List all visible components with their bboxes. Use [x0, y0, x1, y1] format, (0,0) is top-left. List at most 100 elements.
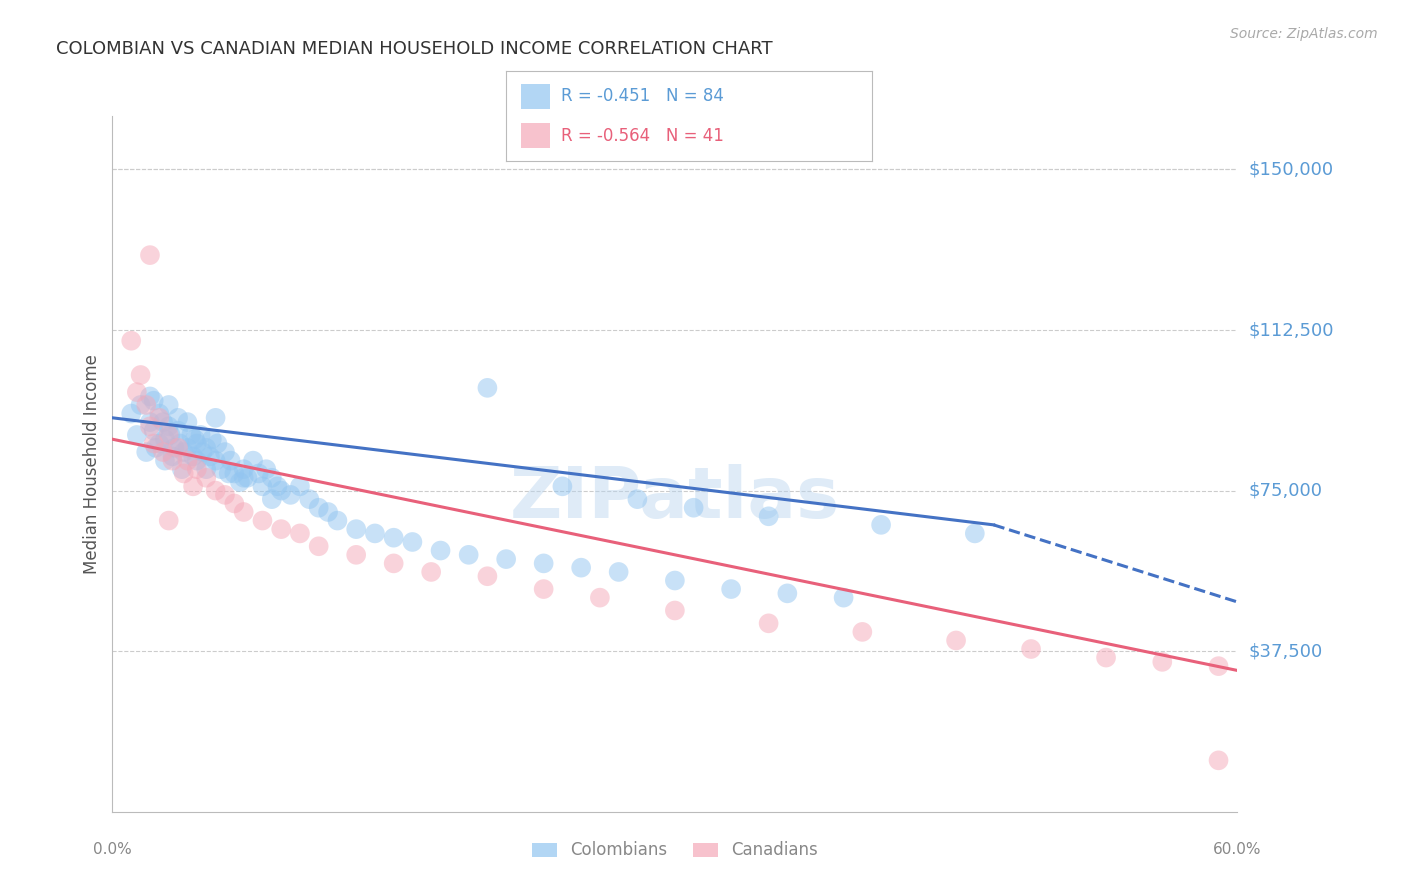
Point	[382, 557, 405, 571]
Point	[758, 509, 780, 524]
Point	[173, 445, 195, 459]
Point	[195, 462, 218, 476]
Point	[186, 462, 208, 476]
Point	[270, 522, 292, 536]
Point	[157, 419, 180, 434]
Text: $75,000: $75,000	[1249, 482, 1323, 500]
Point	[167, 441, 190, 455]
Point	[664, 574, 686, 588]
Point	[1208, 753, 1230, 767]
Point	[129, 398, 152, 412]
Point	[533, 582, 555, 596]
Point	[198, 450, 221, 464]
Point	[148, 410, 170, 425]
Point	[152, 415, 174, 429]
Point	[224, 496, 246, 510]
Point	[125, 385, 148, 400]
Text: 60.0%: 60.0%	[1213, 842, 1261, 857]
Point	[219, 453, 242, 467]
Point	[142, 436, 165, 450]
Point	[229, 475, 252, 489]
Point	[477, 569, 499, 583]
Text: R = -0.564   N = 41: R = -0.564 N = 41	[561, 127, 724, 145]
Point	[162, 453, 184, 467]
Point	[963, 526, 986, 541]
Point	[190, 428, 212, 442]
Point	[607, 565, 630, 579]
Point	[945, 633, 967, 648]
Point	[344, 548, 367, 562]
Point	[232, 462, 254, 476]
Point	[139, 419, 162, 434]
Point	[169, 436, 191, 450]
Point	[152, 445, 174, 459]
Point	[162, 450, 184, 464]
Text: 0.0%: 0.0%	[93, 842, 132, 857]
Point	[153, 432, 176, 446]
Point	[120, 407, 142, 421]
Text: ZIPatlas: ZIPatlas	[510, 464, 839, 533]
Point	[145, 441, 167, 455]
Point	[191, 445, 214, 459]
Bar	[520, 84, 550, 109]
Point	[214, 488, 236, 502]
Point	[551, 479, 574, 493]
Text: $37,500: $37,500	[1249, 642, 1323, 660]
Point	[288, 526, 311, 541]
Point	[167, 424, 190, 438]
Point	[1152, 655, 1174, 669]
Point	[195, 471, 218, 485]
Point	[758, 616, 780, 631]
Point	[260, 471, 283, 485]
Point	[176, 441, 198, 455]
Text: $112,500: $112,500	[1249, 321, 1334, 339]
Point	[159, 428, 181, 442]
Point	[184, 432, 207, 446]
Point	[207, 436, 229, 450]
Point	[242, 453, 264, 467]
Point	[232, 505, 254, 519]
Point	[209, 462, 232, 476]
Point	[270, 483, 292, 498]
Point	[288, 479, 311, 493]
Point	[167, 410, 190, 425]
Text: Source: ZipAtlas.com: Source: ZipAtlas.com	[1230, 27, 1378, 41]
Point	[135, 398, 157, 412]
Point	[157, 398, 180, 412]
Point	[180, 428, 202, 442]
Point	[364, 526, 387, 541]
Point	[1095, 650, 1118, 665]
Point	[176, 415, 198, 429]
Point	[204, 483, 226, 498]
Point	[308, 539, 330, 553]
Point	[252, 514, 274, 528]
Point	[326, 514, 349, 528]
Point	[120, 334, 142, 348]
Text: $150,000: $150,000	[1249, 161, 1333, 178]
Point	[186, 453, 208, 467]
Text: COLOMBIAN VS CANADIAN MEDIAN HOUSEHOLD INCOME CORRELATION CHART: COLOMBIAN VS CANADIAN MEDIAN HOUSEHOLD I…	[56, 40, 773, 58]
Point	[129, 368, 152, 382]
Point	[420, 565, 443, 579]
Point	[776, 586, 799, 600]
Point	[589, 591, 612, 605]
Point	[280, 488, 302, 502]
Point	[664, 603, 686, 617]
Point	[720, 582, 742, 596]
Point	[139, 415, 162, 429]
Point	[139, 248, 162, 262]
Point	[176, 453, 198, 467]
Point	[135, 445, 157, 459]
Y-axis label: Median Household Income: Median Household Income	[83, 354, 101, 574]
Point	[139, 389, 162, 403]
Point	[232, 471, 254, 485]
Point	[260, 492, 283, 507]
Point	[495, 552, 517, 566]
Point	[401, 535, 423, 549]
Point	[851, 624, 873, 639]
Point	[204, 410, 226, 425]
Point	[170, 462, 193, 476]
Point	[626, 492, 648, 507]
Point	[682, 500, 704, 515]
Point	[247, 467, 270, 481]
